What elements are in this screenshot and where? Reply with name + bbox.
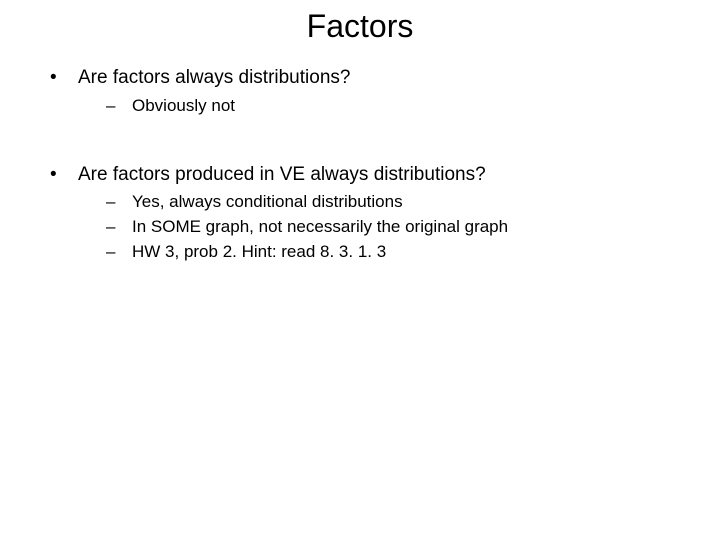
bullet-list: Are factors always distributions? Obviou… xyxy=(0,65,720,118)
bullet-item-1: Are factors produced in VE always distri… xyxy=(50,162,720,264)
sub-text-0-0: Obviously not xyxy=(132,96,235,115)
bullet-text-0: Are factors always distributions? xyxy=(78,67,350,88)
sub-text-1-2: HW 3, prob 2. Hint: read 8. 3. 1. 3 xyxy=(132,242,386,261)
bullet-text-1: Are factors produced in VE always distri… xyxy=(78,164,486,185)
slide-container: Factors Are factors always distributions… xyxy=(0,0,720,540)
bullet-list-2: Are factors produced in VE always distri… xyxy=(0,162,720,264)
sub-text-1-1: In SOME graph, not necessarily the origi… xyxy=(132,217,508,236)
sub-item-0-0: Obviously not xyxy=(78,95,720,118)
section-gap xyxy=(0,138,720,162)
sub-item-1-1: In SOME graph, not necessarily the origi… xyxy=(78,216,720,239)
sub-list-1: Yes, always conditional distributions In… xyxy=(78,191,720,264)
bullet-item-0: Are factors always distributions? Obviou… xyxy=(50,65,720,118)
sub-list-0: Obviously not xyxy=(78,95,720,118)
sub-item-1-0: Yes, always conditional distributions xyxy=(78,191,720,214)
sub-text-1-0: Yes, always conditional distributions xyxy=(132,192,403,211)
slide-title: Factors xyxy=(0,8,720,45)
sub-item-1-2: HW 3, prob 2. Hint: read 8. 3. 1. 3 xyxy=(78,241,720,264)
